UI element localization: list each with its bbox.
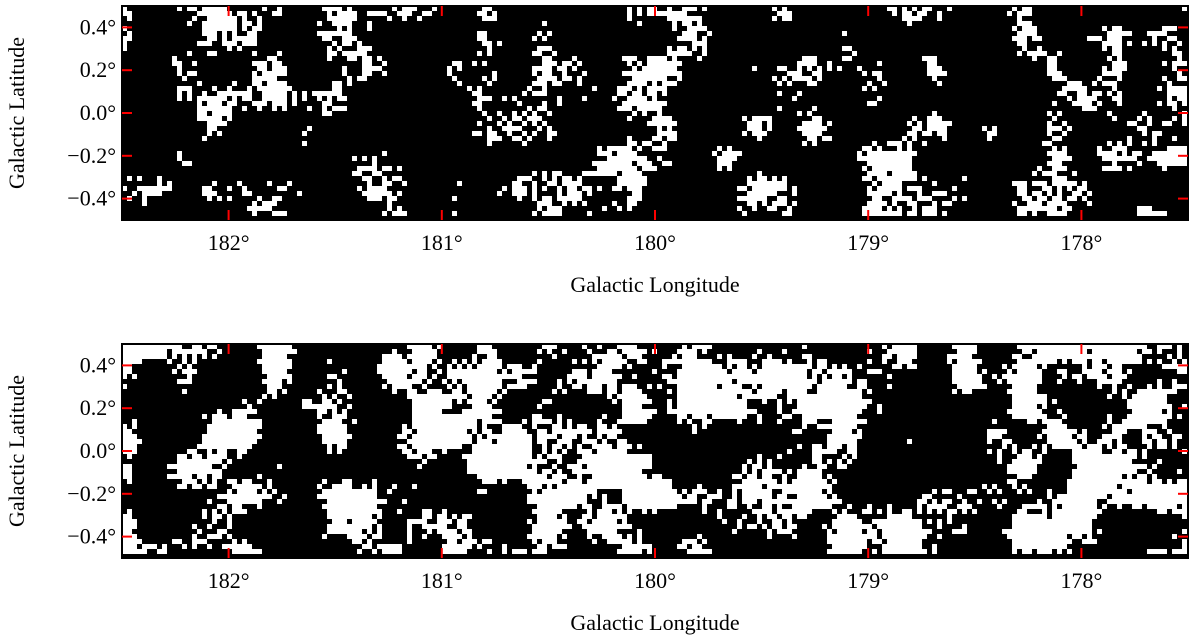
- x-axis-label: Galactic Longitude: [570, 272, 739, 297]
- x-tick-label: 179°: [847, 230, 889, 255]
- image-panel: [122, 6, 1188, 220]
- x-tick-label: 182°: [208, 230, 250, 255]
- x-tick-label: 178°: [1060, 230, 1102, 255]
- y-tick-label: −0.4°: [67, 186, 116, 211]
- x-tick-label: 180°: [634, 568, 676, 593]
- x-tick-label: 180°: [634, 230, 676, 255]
- x-tick-label: 181°: [421, 568, 463, 593]
- mask-texture: [122, 344, 1187, 554]
- y-tick-label: 0.4°: [80, 14, 116, 39]
- y-tick-label: 0.4°: [80, 352, 116, 377]
- y-tick-label: 0.2°: [80, 57, 116, 82]
- y-tick-label: −0.2°: [67, 143, 116, 168]
- mask-texture: [122, 6, 1187, 216]
- x-tick-label: 181°: [421, 230, 463, 255]
- x-tick-label: 179°: [847, 568, 889, 593]
- y-tick-label: 0.0°: [80, 438, 116, 463]
- y-tick-label: 0.2°: [80, 395, 116, 420]
- x-tick-label: 182°: [208, 568, 250, 593]
- y-axis-label: Galactic Latitude: [4, 37, 29, 189]
- y-tick-label: 0.0°: [80, 100, 116, 125]
- x-tick-label: 178°: [1060, 568, 1102, 593]
- x-axis-label: Galactic Longitude: [570, 610, 739, 635]
- y-axis-label: Galactic Latitude: [4, 375, 29, 527]
- y-tick-label: −0.4°: [67, 524, 116, 549]
- y-tick-label: −0.2°: [67, 481, 116, 506]
